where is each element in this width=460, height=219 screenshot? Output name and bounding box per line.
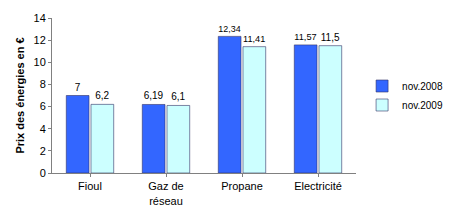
svg-text:4: 4: [40, 123, 46, 135]
svg-text:6,2: 6,2: [95, 90, 109, 101]
svg-text:2: 2: [40, 145, 46, 157]
svg-text:6: 6: [40, 100, 46, 112]
svg-text:6,19: 6,19: [144, 90, 164, 101]
svg-text:11,5: 11,5: [321, 32, 340, 43]
svg-text:8: 8: [40, 78, 46, 90]
svg-text:6,1: 6,1: [171, 91, 185, 102]
svg-text:12: 12: [34, 34, 46, 46]
svg-text:Prix des énergies en €: Prix des énergies en €: [14, 37, 26, 153]
svg-text:Electricité: Electricité: [294, 180, 342, 192]
svg-text:7: 7: [75, 82, 81, 93]
svg-text:nov.2009: nov.2009: [402, 100, 443, 111]
svg-text:10: 10: [34, 56, 46, 68]
svg-text:11,57: 11,57: [294, 32, 316, 42]
svg-text:14: 14: [34, 12, 46, 24]
svg-text:11,41: 11,41: [243, 34, 265, 44]
svg-text:Propane: Propane: [221, 180, 263, 192]
svg-text:0: 0: [40, 167, 46, 179]
svg-text:Fioul: Fioul: [78, 180, 102, 192]
svg-text:Gaz deréseau: Gaz deréseau: [148, 180, 183, 206]
svg-text:12,34: 12,34: [218, 24, 240, 34]
svg-text:nov.2008: nov.2008: [402, 81, 443, 92]
